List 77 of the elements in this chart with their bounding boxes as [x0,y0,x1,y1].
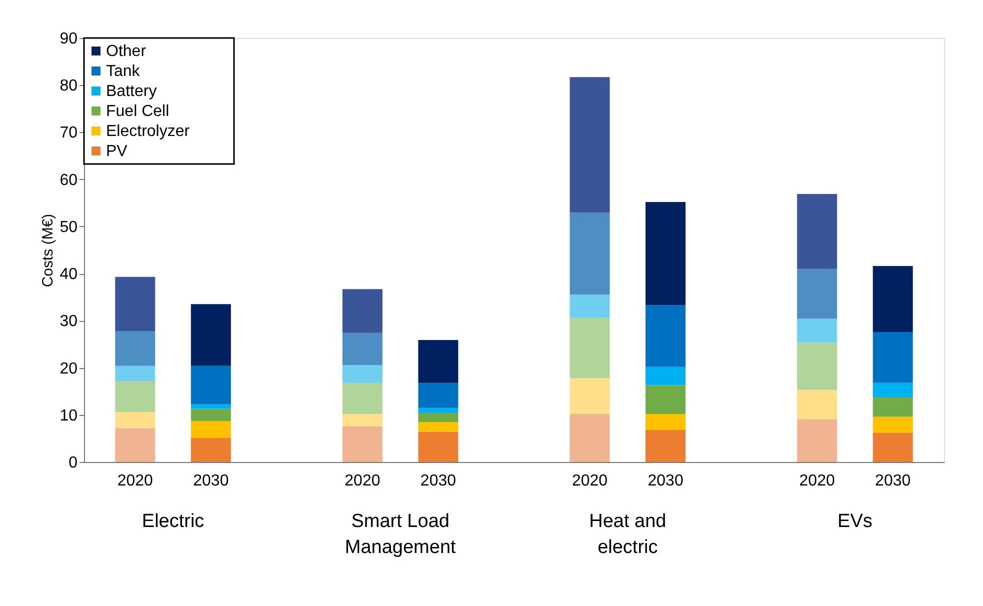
legend-label: Electrolyzer [106,123,190,140]
bar [646,366,686,386]
y-tick-label: 50 [60,218,78,236]
bar [570,212,610,295]
bar [872,382,913,397]
bar [342,382,382,414]
x-tick-label: 2030 [193,472,229,490]
y-tick-label: 10 [60,407,78,424]
bar [115,428,156,462]
legend-label: Tank [106,63,141,80]
bar [570,414,610,462]
y-tick-label: 80 [60,78,78,95]
bar [190,408,231,422]
x-tick-label: 2020 [799,472,835,490]
bar [872,332,913,383]
bar [797,419,838,462]
bar [342,332,382,365]
bar [872,432,913,462]
y-tick-label: 0 [68,454,78,472]
bar [190,304,231,366]
y-axis-title: Costs (M€) [40,214,57,288]
bar [115,331,156,366]
bar [342,426,382,462]
legend-label: PV [106,143,128,160]
bar [342,364,382,383]
bar [190,404,231,409]
bar [570,77,610,213]
bar [797,342,838,390]
x-tick-label: 2020 [572,472,608,490]
bar [418,340,458,383]
legend-label: Battery [106,83,157,100]
bar [570,378,610,414]
bar [872,266,913,332]
bar [646,202,686,306]
x-tick-label: 2020 [344,472,380,490]
x-tick-label: 2030 [420,472,456,490]
bar [115,380,156,412]
bar [646,385,686,414]
bar [570,318,610,378]
bar [872,416,913,433]
bar [115,366,156,381]
y-tick-label: 40 [60,266,78,284]
bar [797,194,838,269]
bar [342,289,382,333]
y-tick-label: 60 [60,172,78,189]
bar [342,414,382,426]
x-tick-label: 2020 [117,472,154,490]
bar [418,382,458,408]
legend-label: Other [106,43,147,60]
x-tick-label: 2030 [648,472,684,490]
y-tick-label: 30 [60,313,78,330]
legend-label: Fuel Cell [106,103,170,120]
text: Heat and electric [589,511,666,558]
bar [190,366,231,404]
bar [418,432,458,462]
bar [797,390,838,420]
bar [418,422,458,432]
text: Smart Load Management [344,511,457,558]
bar [418,413,458,422]
bar [570,294,610,318]
bar [797,318,838,343]
bar [115,412,156,428]
text: EVs [838,511,872,532]
bar [646,430,686,462]
bar [190,421,231,438]
y-tick-label: 90 [60,30,78,48]
bar [646,414,686,430]
bar [418,408,458,414]
text: Electric [142,511,204,532]
y-tick-label: 20 [60,360,78,378]
x-tick-label: 2030 [875,472,911,490]
bar [797,268,838,319]
bar [190,438,231,462]
bar [872,396,913,417]
bar [646,305,686,367]
bar [115,276,156,332]
y-tick-label: 70 [60,124,78,142]
